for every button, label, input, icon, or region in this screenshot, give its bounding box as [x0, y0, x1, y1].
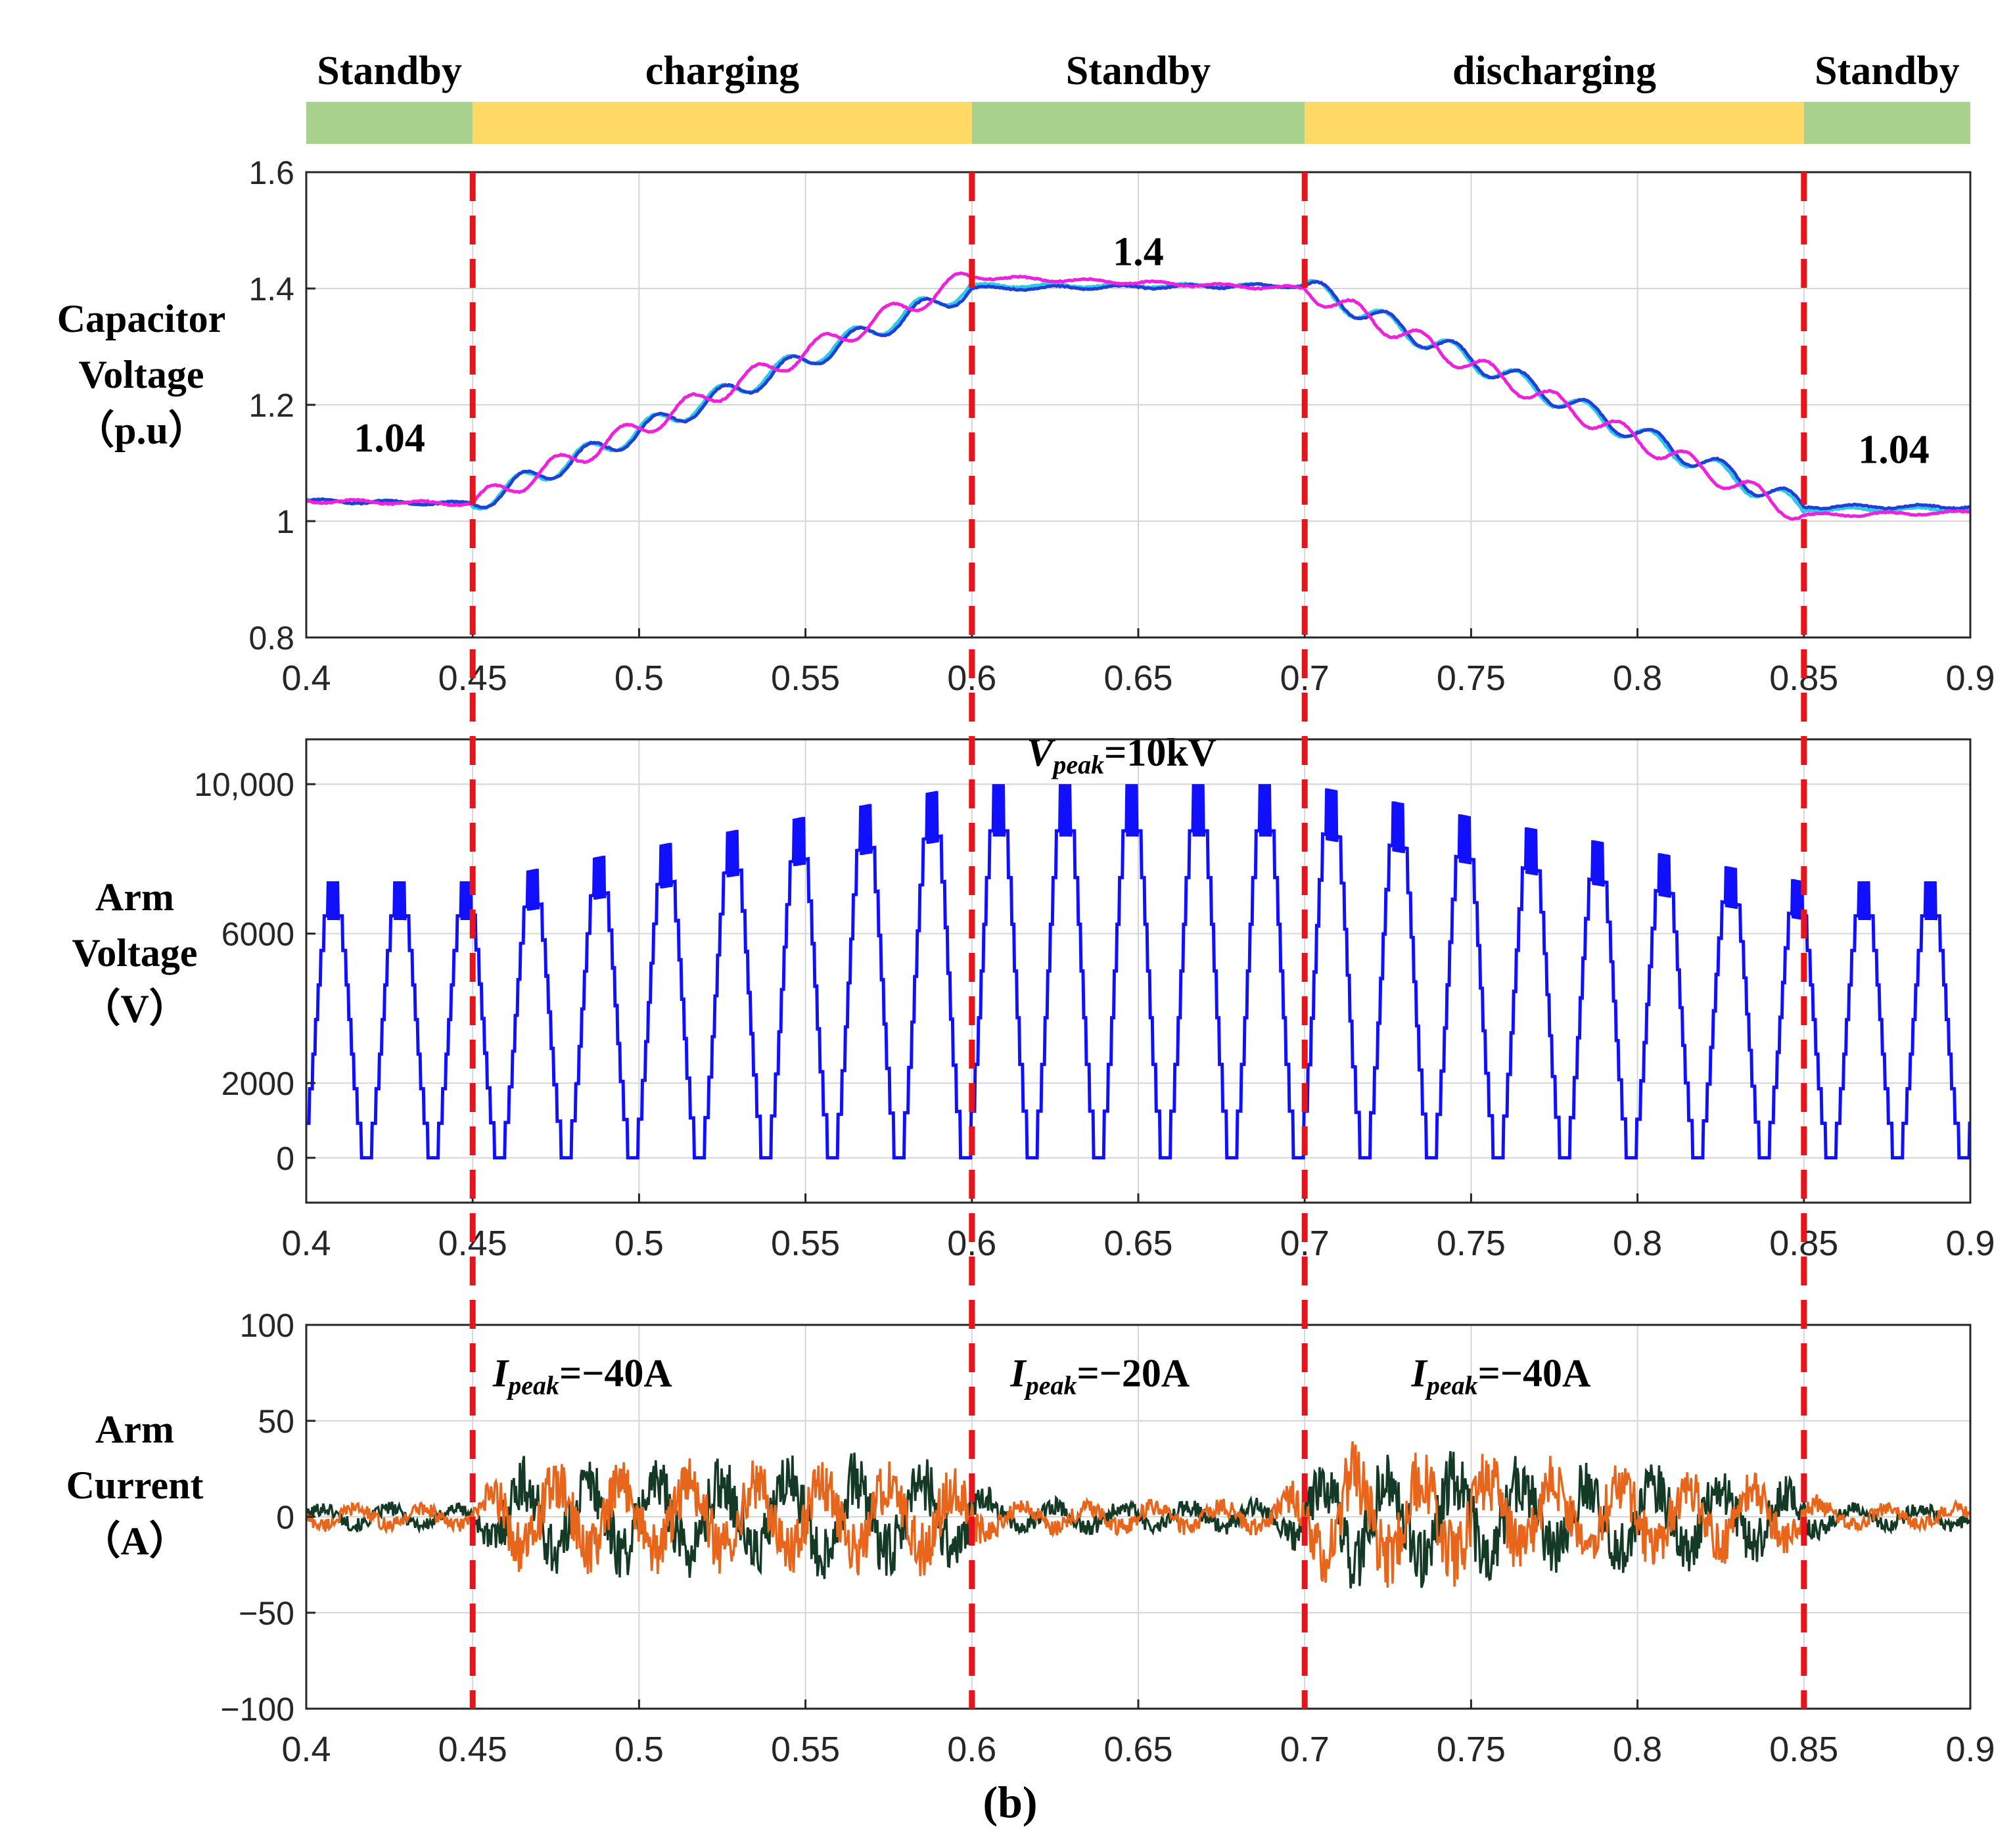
y-axis-label-unit: （A） — [81, 1519, 188, 1563]
mode-label: Standby — [1815, 49, 1960, 93]
x-tick-label: 0.9 — [1945, 1730, 1995, 1769]
series-arm-voltage — [306, 784, 1972, 1160]
mode-bar: Standby charging Standby discharging Standby — [306, 49, 1970, 144]
mode-segment-standby — [1803, 102, 1970, 144]
mode-label: Standby — [1066, 49, 1211, 93]
y-tick-label: 1.2 — [248, 387, 294, 424]
mode-label: charging — [645, 49, 799, 93]
value-annotation: 1.04 — [354, 416, 425, 461]
mode-segment-standby — [306, 102, 473, 144]
y-axis-label-unit: （p.u） — [75, 408, 208, 452]
series-current-dark — [305, 1451, 1971, 1589]
mode-segment-standby — [971, 102, 1305, 144]
value-annotation: 1.04 — [1858, 428, 1930, 473]
mode-label: discharging — [1452, 49, 1656, 93]
y-tick-label: 50 — [258, 1403, 294, 1440]
x-tick-label: 0.55 — [771, 1224, 840, 1263]
series-current-orange — [305, 1441, 1971, 1588]
y-axis-label-line1: Capacitor — [57, 297, 226, 340]
y-tick-label: 1.6 — [248, 154, 294, 191]
x-tick-label: 0.8 — [1613, 1224, 1662, 1263]
annotation: Ipeak=−20A — [1009, 1351, 1190, 1400]
mode-segment-charging — [473, 102, 972, 144]
y-tick-label: −100 — [220, 1691, 294, 1728]
x-tick-label: 0.9 — [1945, 658, 1995, 698]
y-tick-label: 1 — [276, 503, 294, 540]
annotation: Vpeak=10kV — [1027, 731, 1216, 779]
x-tick-label: 0.55 — [771, 1730, 840, 1769]
mode-label: Standby — [317, 49, 462, 93]
x-tick-label: 0.8 — [1613, 658, 1662, 698]
y-tick-label: 0.8 — [248, 620, 294, 657]
x-tick-label: 0.75 — [1437, 658, 1506, 698]
y-axis-label-line2: Voltage — [72, 931, 197, 975]
y-tick-label: 0 — [276, 1140, 294, 1177]
x-tick-label: 0.5 — [614, 1730, 664, 1769]
x-tick-label: 0.45 — [438, 1730, 507, 1769]
y-tick-label: 2000 — [221, 1065, 294, 1102]
mode-segment-discharging — [1305, 102, 1804, 144]
series-blue — [306, 280, 1971, 511]
x-tick-label: 0.7 — [1280, 1730, 1330, 1769]
annotation: Ipeak=−40A — [492, 1351, 672, 1400]
x-tick-label: 0.55 — [771, 658, 840, 698]
x-tick-label: 0.75 — [1437, 1730, 1506, 1769]
y-tick-label: 0 — [276, 1499, 294, 1536]
transition-markers — [469, 172, 1807, 1709]
x-tick-label: 0.75 — [1437, 1224, 1506, 1263]
x-tick-label: 0.4 — [281, 1224, 331, 1263]
y-tick-label: 1.4 — [248, 271, 294, 308]
figure-label: (b) — [983, 1777, 1037, 1827]
x-tick-label: 0.5 — [614, 658, 664, 698]
x-tick-label: 0.4 — [281, 1730, 331, 1769]
capacitor-voltage-panel: 1.041.41.04 0.811.21.41.60.40.450.50.550… — [57, 154, 1995, 698]
x-tick-label: 0.4 — [281, 658, 331, 698]
x-tick-label: 0.65 — [1103, 1730, 1172, 1769]
y-axis-label-line1: Arm — [95, 1408, 174, 1451]
y-axis-label-line2: Current — [66, 1464, 204, 1507]
arm-current-panel: Ipeak=−40A Ipeak=−20A Ipeak=−40A −100 −50 0 5… — [66, 1307, 1995, 1769]
y-axis-label-line1: Arm — [95, 875, 174, 919]
annotation: Ipeak=−40A — [1411, 1351, 1591, 1400]
x-tick-label: 0.65 — [1103, 658, 1172, 698]
x-tick-label: 0.8 — [1613, 1730, 1662, 1769]
value-annotation: 1.4 — [1113, 230, 1164, 275]
x-tick-label: 0.65 — [1103, 1224, 1172, 1263]
y-tick-label: 10,000 — [194, 766, 294, 803]
y-axis-label-unit: （V） — [81, 986, 188, 1030]
y-tick-label: 100 — [240, 1307, 294, 1344]
series-magenta — [306, 271, 1971, 521]
x-tick-label: 0.6 — [947, 1730, 996, 1769]
y-tick-label: 6000 — [221, 916, 294, 953]
y-axis-label-line2: Voltage — [78, 353, 204, 396]
y-tick-label: −50 — [239, 1595, 294, 1632]
x-tick-label: 0.9 — [1945, 1224, 1995, 1263]
x-tick-label: 0.85 — [1769, 1730, 1838, 1769]
x-tick-label: 0.5 — [614, 1224, 664, 1263]
